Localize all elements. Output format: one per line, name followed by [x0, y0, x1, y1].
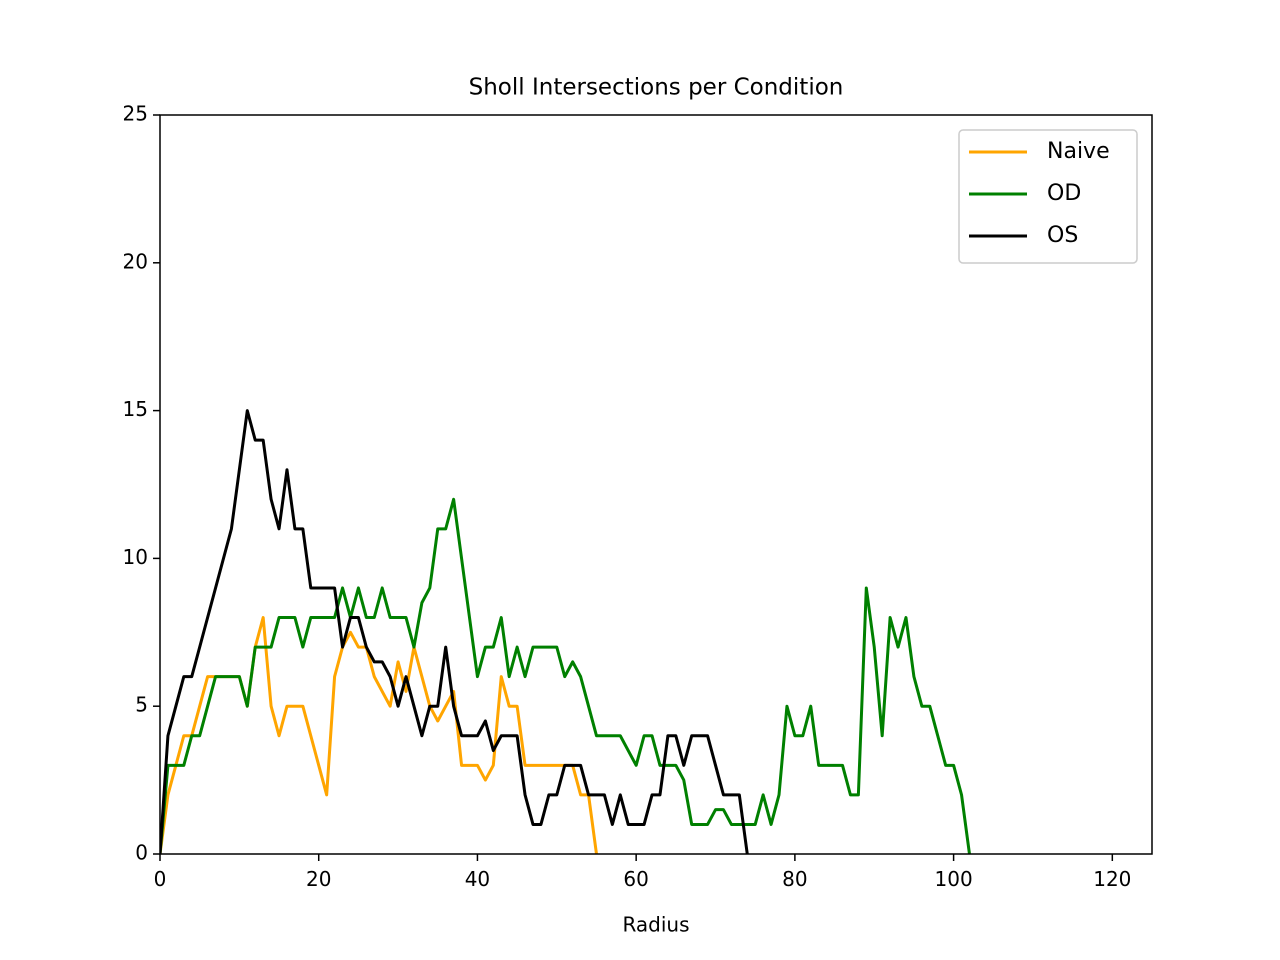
- x-axis-label: Radius: [622, 913, 689, 937]
- line-series: [160, 497, 971, 854]
- x-tick-label: 20: [306, 867, 331, 891]
- y-tick-label: 20: [123, 249, 148, 273]
- legend-label: OS: [1047, 223, 1078, 248]
- x-tick-label: 80: [782, 867, 807, 891]
- legend-label: OD: [1047, 181, 1081, 206]
- y-tick-label: 0: [135, 841, 148, 865]
- legend-box: [958, 129, 1138, 264]
- y-tick-label: 10: [123, 545, 148, 569]
- x-tick-label: 100: [935, 867, 973, 891]
- plot-frame: [159, 114, 1153, 855]
- y-tick-label: 5: [135, 693, 148, 717]
- x-tick-label: 120: [1093, 867, 1131, 891]
- x-tick-label: 40: [465, 867, 490, 891]
- y-tick-label: 15: [123, 397, 148, 421]
- y-tick-label: 25: [123, 102, 148, 126]
- x-tick-label: 60: [623, 867, 648, 891]
- legend-label: Naive: [1047, 139, 1110, 164]
- line-series: [160, 409, 749, 854]
- chart-title: Sholl Intersections per Condition: [469, 75, 844, 101]
- x-tick-label: 0: [154, 867, 167, 891]
